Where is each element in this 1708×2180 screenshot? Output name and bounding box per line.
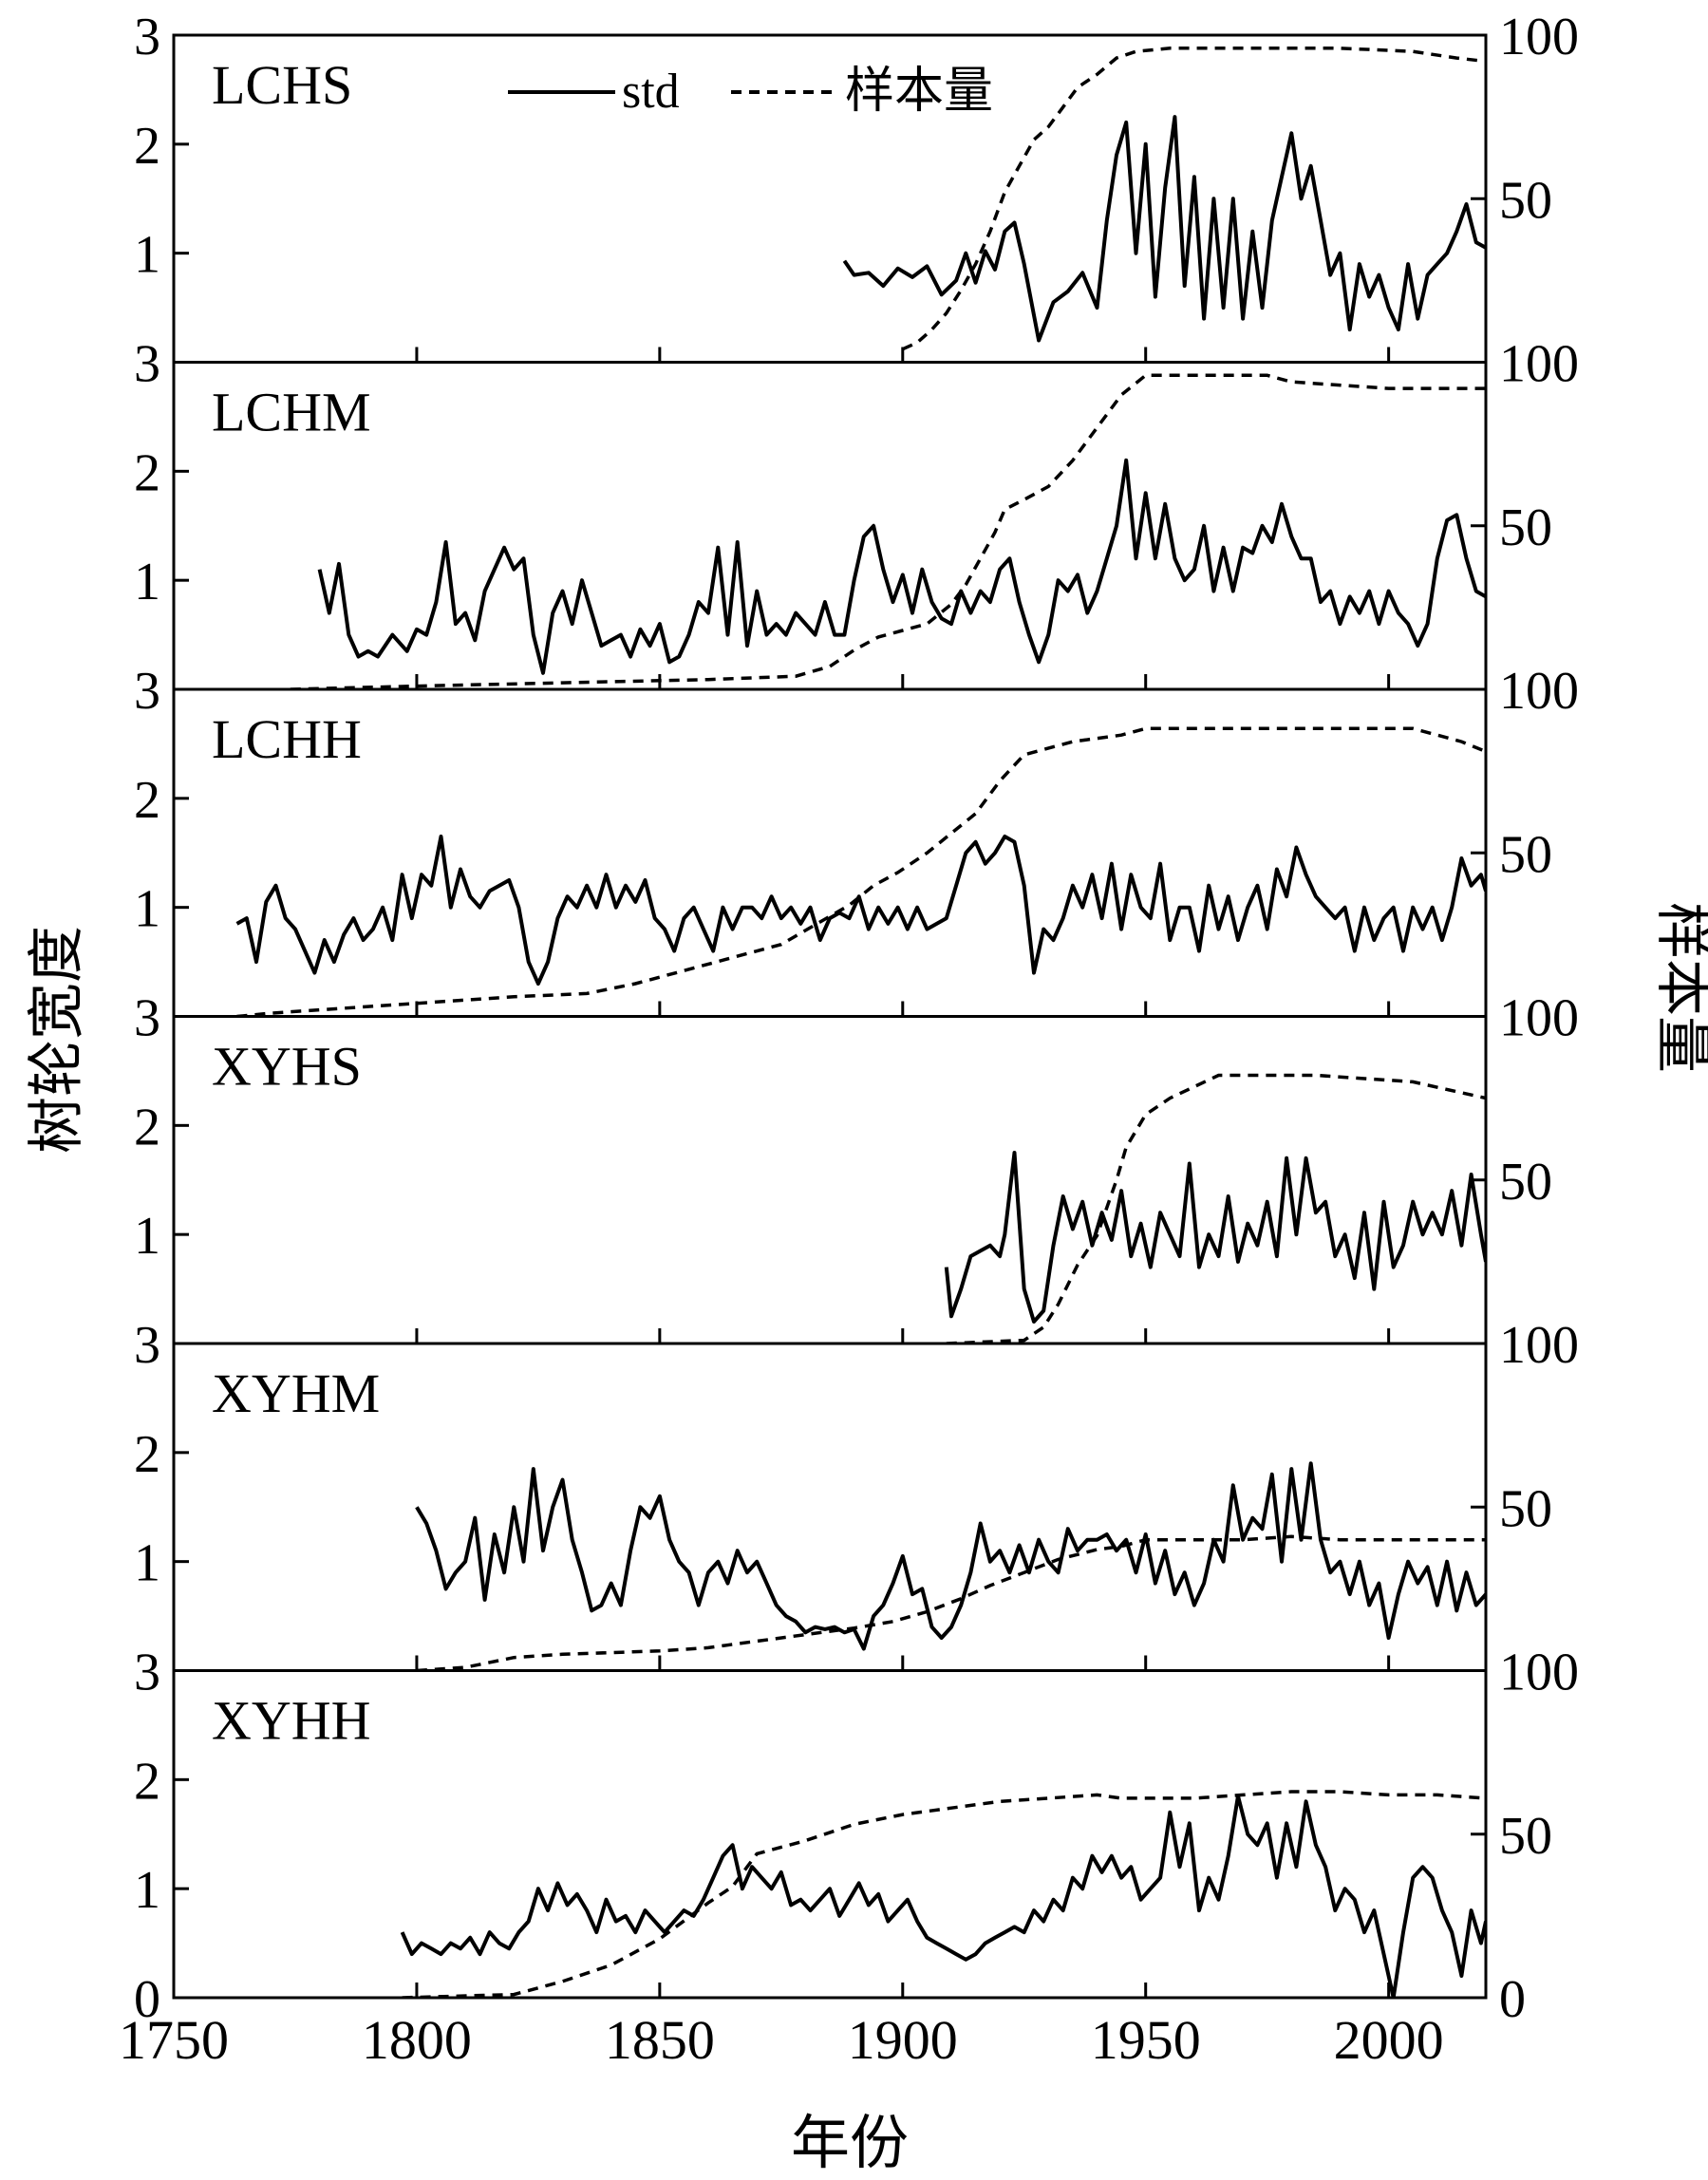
panel-label: LCHH [212, 708, 362, 770]
panel-label: LCHM [212, 382, 371, 443]
y-axis-title-right: 样本量 [1651, 902, 1708, 1073]
x-tick-label: 1750 [119, 2009, 229, 2071]
left-tick-label: 3 [134, 662, 160, 721]
series-sample-depth [236, 726, 1486, 1017]
right-tick-label: 100 [1499, 1316, 1579, 1375]
right-tick-label: 50 [1499, 825, 1552, 884]
panel-label: XYHS [212, 1036, 362, 1098]
right-tick-label: 100 [1499, 989, 1579, 1048]
left-tick-label: 2 [134, 1425, 160, 1484]
x-axis: 1750 1800 1850 1900 1950 2000 [119, 2009, 1444, 2071]
panel-frame [172, 33, 1488, 364]
left-tick-label: 3 [134, 335, 160, 394]
x-tick-label: 1850 [605, 2009, 715, 2071]
left-tick-label: 2 [134, 443, 160, 502]
series-std [235, 835, 1486, 986]
panel-lchs: 3 2 1 100 50 LCHS [134, 8, 1579, 364]
left-tick-label: 3 [134, 989, 160, 1048]
series-std [842, 115, 1486, 343]
left-tick-label: 3 [134, 1644, 160, 1702]
series-sample-depth [902, 47, 1486, 351]
left-tick-label: 3 [134, 8, 160, 66]
left-tick-label: 1 [134, 226, 160, 285]
series-sample-depth [290, 373, 1486, 689]
legend-sample-label: 样本量 [845, 65, 993, 119]
left-tick-label: 2 [134, 117, 160, 176]
right-tick-label: 100 [1499, 662, 1579, 721]
x-tick-label: 2000 [1334, 2009, 1444, 2071]
x-tick-label: 1950 [1091, 2009, 1201, 2071]
left-tick-label: 1 [134, 1207, 160, 1266]
left-tick-label: 1 [134, 1861, 160, 1920]
series-std [944, 1151, 1486, 1324]
right-tick-label: 100 [1499, 8, 1579, 66]
panel-frame [172, 687, 1488, 1018]
panel-lchh: 3 2 1 100 50 LCHH [134, 662, 1579, 1018]
legend-std-label: std [622, 65, 680, 119]
panel-label: LCHS [212, 54, 352, 116]
left-tick-label: 0 [134, 1970, 160, 2029]
right-tick-label: 100 [1499, 1644, 1579, 1702]
x-axis-title: 年份 [791, 2112, 909, 2176]
right-tick-label: 50 [1499, 171, 1552, 230]
right-tick-label: 0 [1499, 1970, 1526, 2029]
series-std [317, 458, 1486, 675]
panel-xyhs: 3 2 1 100 50 XYHS [134, 989, 1579, 1345]
panel-label: XYHM [212, 1362, 380, 1424]
left-tick-label: 2 [134, 1752, 160, 1811]
right-tick-label: 50 [1499, 1153, 1552, 1212]
series-std [400, 1794, 1486, 1998]
left-tick-label: 3 [134, 1316, 160, 1375]
left-tick-label: 1 [134, 880, 160, 939]
panels-group: 32110050LCHS32110050LCHM32110050LCHH3211… [134, 8, 1579, 2029]
left-tick-label: 2 [134, 771, 160, 830]
right-tick-label: 100 [1499, 335, 1579, 394]
panel-lchm: 3 2 1 100 50 LCHM [134, 335, 1579, 691]
panel-label: XYHH [212, 1690, 371, 1752]
series-std [415, 1461, 1486, 1651]
series-sample-depth [402, 1790, 1486, 1998]
panel-xyhm: 3 2 1 100 50 XYHM [134, 1316, 1579, 1672]
x-tick-label: 1800 [362, 2009, 472, 2071]
left-tick-label: 2 [134, 1098, 160, 1156]
right-tick-label: 50 [1499, 1807, 1552, 1866]
legend: std 样本量 [508, 65, 993, 119]
left-tick-label: 1 [134, 1534, 160, 1593]
y-axis-title-left: 树轮宽度 [26, 926, 88, 1154]
right-tick-label: 50 [1499, 1479, 1552, 1538]
right-tick-label: 50 [1499, 498, 1552, 557]
panel-xyhh: 3 2 1 0 100 50 0 XYHH [134, 1644, 1579, 2030]
x-tick-label: 1900 [848, 2009, 958, 2071]
left-tick-label: 1 [134, 553, 160, 611]
